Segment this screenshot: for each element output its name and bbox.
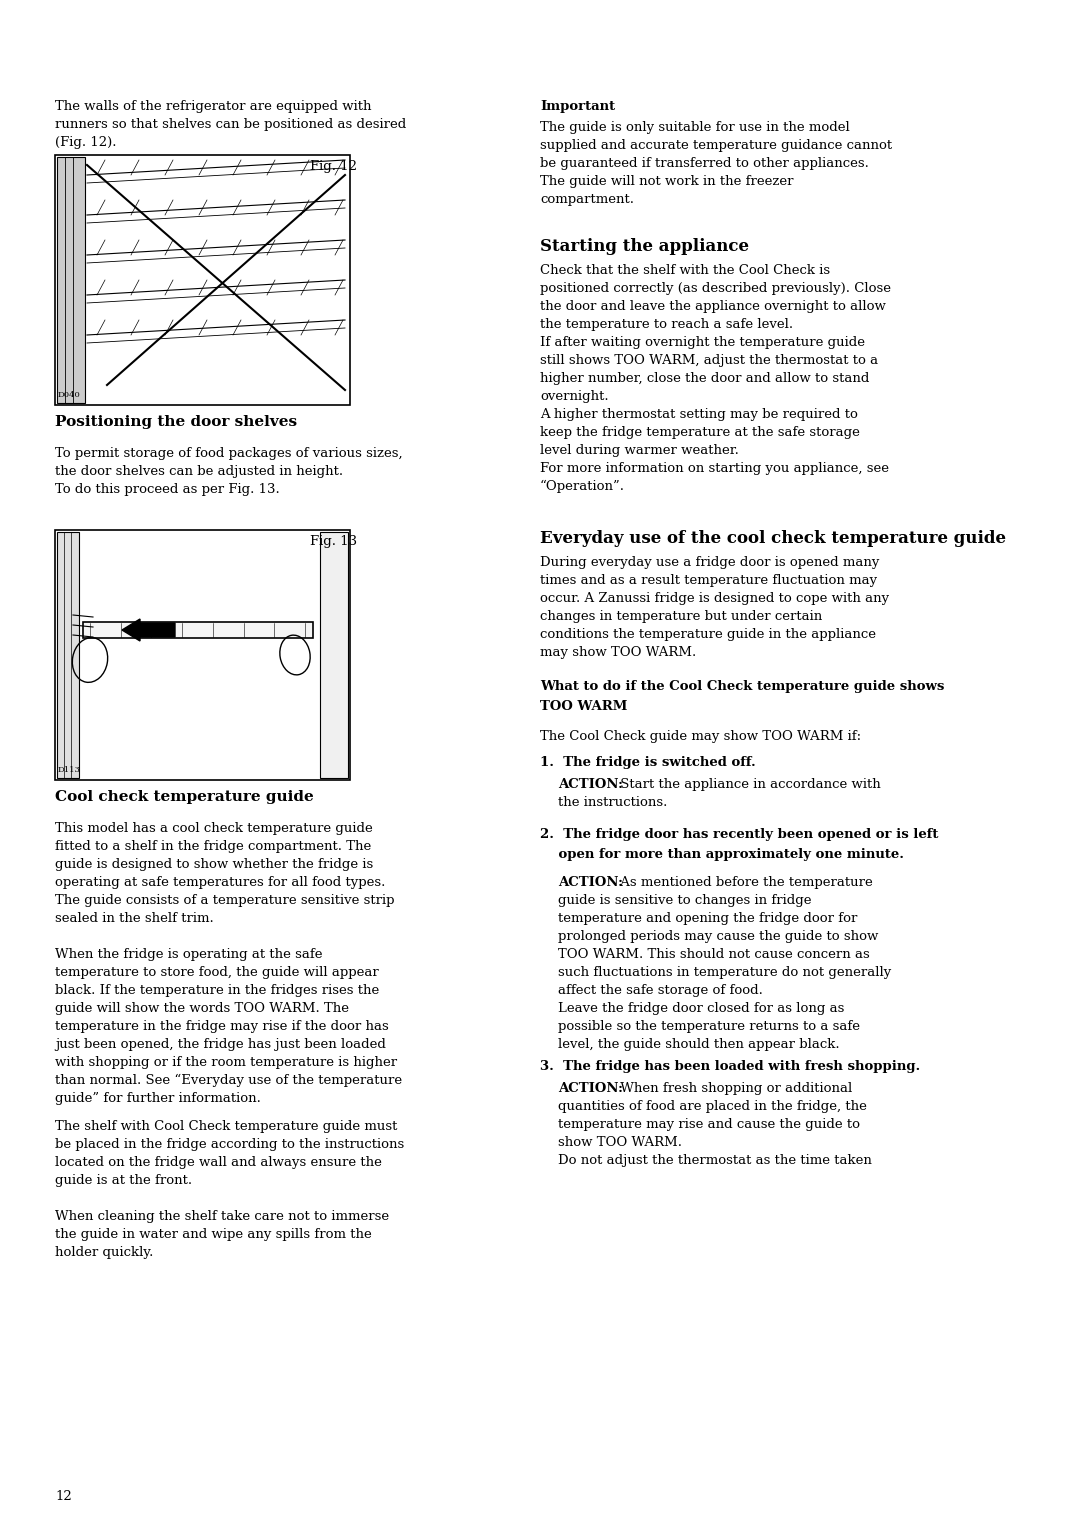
Text: the door shelves can be adjusted in height.: the door shelves can be adjusted in heig…: [55, 465, 343, 478]
Text: the instructions.: the instructions.: [558, 796, 667, 808]
Text: ACTION:: ACTION:: [558, 1082, 623, 1096]
Text: may show TOO WARM.: may show TOO WARM.: [540, 646, 697, 659]
Text: such fluctuations in temperature do not generally: such fluctuations in temperature do not …: [558, 966, 891, 979]
Bar: [55, 530, 350, 779]
Text: show TOO WARM.: show TOO WARM.: [558, 1135, 681, 1149]
Text: be guaranteed if transferred to other appliances.: be guaranteed if transferred to other ap…: [540, 157, 869, 170]
Text: Starting the appliance: Starting the appliance: [540, 238, 750, 255]
Text: For more information on starting you appliance, see: For more information on starting you app…: [540, 461, 889, 475]
Text: The guide is only suitable for use in the model: The guide is only suitable for use in th…: [540, 121, 850, 134]
Text: When cleaning the shelf take care not to immerse: When cleaning the shelf take care not to…: [55, 1210, 389, 1222]
Text: possible so the temperature returns to a safe: possible so the temperature returns to a…: [558, 1021, 860, 1033]
Text: guide is sensitive to changes in fridge: guide is sensitive to changes in fridge: [558, 894, 811, 908]
Bar: [57, 157, 85, 403]
Text: guide” for further information.: guide” for further information.: [55, 1093, 261, 1105]
Text: guide is designed to show whether the fridge is: guide is designed to show whether the fr…: [55, 859, 374, 871]
Text: be placed in the fridge according to the instructions: be placed in the fridge according to the…: [55, 1138, 404, 1151]
Text: positioned correctly (as described previously). Close: positioned correctly (as described previ…: [540, 283, 891, 295]
Text: temperature may rise and cause the guide to: temperature may rise and cause the guide…: [558, 1118, 860, 1131]
Text: Leave the fridge door closed for as long as: Leave the fridge door closed for as long…: [558, 1002, 845, 1015]
Text: black. If the temperature in the fridges rises the: black. If the temperature in the fridges…: [55, 984, 379, 996]
Text: operating at safe temperatures for all food types.: operating at safe temperatures for all f…: [55, 876, 386, 889]
Text: overnight.: overnight.: [540, 390, 609, 403]
Text: occur. A Zanussi fridge is designed to cope with any: occur. A Zanussi fridge is designed to c…: [540, 591, 889, 605]
Text: the temperature to reach a safe level.: the temperature to reach a safe level.: [540, 318, 793, 332]
Bar: [83, 622, 313, 639]
Text: prolonged periods may cause the guide to show: prolonged periods may cause the guide to…: [558, 931, 878, 943]
Text: When the fridge is operating at the safe: When the fridge is operating at the safe: [55, 947, 323, 961]
Text: The shelf with Cool Check temperature guide must: The shelf with Cool Check temperature gu…: [55, 1120, 397, 1132]
Text: temperature and opening the fridge door for: temperature and opening the fridge door …: [558, 912, 858, 924]
Text: Check that the shelf with the Cool Check is: Check that the shelf with the Cool Check…: [540, 264, 831, 277]
Text: affect the safe storage of food.: affect the safe storage of food.: [558, 984, 762, 996]
Text: To do this proceed as per Fig. 13.: To do this proceed as per Fig. 13.: [55, 483, 280, 497]
Text: changes in temperature but under certain: changes in temperature but under certain: [540, 610, 822, 623]
Bar: [320, 532, 348, 778]
Text: open for more than approximately one minute.: open for more than approximately one min…: [540, 848, 904, 860]
Text: located on the fridge wall and always ensure the: located on the fridge wall and always en…: [55, 1157, 382, 1169]
Text: higher number, close the door and allow to stand: higher number, close the door and allow …: [540, 371, 869, 385]
Text: Fig. 13: Fig. 13: [310, 535, 357, 549]
Text: fitted to a shelf in the fridge compartment. The: fitted to a shelf in the fridge compartm…: [55, 840, 372, 853]
Text: The guide consists of a temperature sensitive strip: The guide consists of a temperature sens…: [55, 894, 394, 908]
Text: level, the guide should then appear black.: level, the guide should then appear blac…: [558, 1038, 839, 1051]
Text: than normal. See “Everyday use of the temperature: than normal. See “Everyday use of the te…: [55, 1074, 402, 1088]
Text: keep the fridge temperature at the safe storage: keep the fridge temperature at the safe …: [540, 426, 860, 439]
Text: The Cool Check guide may show TOO WARM if:: The Cool Check guide may show TOO WARM i…: [540, 730, 861, 743]
Text: During everyday use a fridge door is opened many: During everyday use a fridge door is ope…: [540, 556, 879, 568]
Text: sealed in the shelf trim.: sealed in the shelf trim.: [55, 912, 214, 924]
Text: Do not adjust the thermostat as the time taken: Do not adjust the thermostat as the time…: [558, 1154, 872, 1167]
Text: times and as a result temperature fluctuation may: times and as a result temperature fluctu…: [540, 575, 877, 587]
Text: TOO WARM. This should not cause concern as: TOO WARM. This should not cause concern …: [558, 947, 869, 961]
Text: guide is at the front.: guide is at the front.: [55, 1174, 192, 1187]
Text: What to do if the Cool Check temperature guide shows: What to do if the Cool Check temperature…: [540, 680, 944, 694]
Text: A higher thermostat setting may be required to: A higher thermostat setting may be requi…: [540, 408, 858, 422]
Text: Important: Important: [540, 99, 616, 113]
Text: temperature to store food, the guide will appear: temperature to store food, the guide wil…: [55, 966, 379, 979]
Text: D040: D040: [58, 391, 81, 399]
Text: with shopping or if the room temperature is higher: with shopping or if the room temperature…: [55, 1056, 397, 1070]
Text: As mentioned before the temperature: As mentioned before the temperature: [616, 876, 873, 889]
Text: still shows TOO WARM, adjust the thermostat to a: still shows TOO WARM, adjust the thermos…: [540, 354, 878, 367]
Text: To permit storage of food packages of various sizes,: To permit storage of food packages of va…: [55, 448, 403, 460]
Text: When fresh shopping or additional: When fresh shopping or additional: [616, 1082, 852, 1096]
Text: supplied and accurate temperature guidance cannot: supplied and accurate temperature guidan…: [540, 139, 892, 151]
Text: compartment.: compartment.: [540, 193, 634, 206]
Text: conditions the temperature guide in the appliance: conditions the temperature guide in the …: [540, 628, 876, 642]
Text: Cool check temperature guide: Cool check temperature guide: [55, 790, 314, 804]
Text: level during warmer weather.: level during warmer weather.: [540, 445, 739, 457]
Text: just been opened, the fridge has just been loaded: just been opened, the fridge has just be…: [55, 1038, 386, 1051]
Text: 1.  The fridge is switched off.: 1. The fridge is switched off.: [540, 756, 756, 769]
Text: 12: 12: [55, 1490, 71, 1504]
Bar: [57, 532, 79, 778]
Text: Fig. 12: Fig. 12: [310, 160, 357, 173]
Text: quantities of food are placed in the fridge, the: quantities of food are placed in the fri…: [558, 1100, 867, 1112]
Text: The guide will not work in the freezer: The guide will not work in the freezer: [540, 174, 794, 188]
Bar: [55, 154, 350, 405]
Text: D113: D113: [58, 766, 81, 775]
Text: TOO WARM: TOO WARM: [540, 700, 627, 712]
Text: the door and leave the appliance overnight to allow: the door and leave the appliance overnig…: [540, 299, 886, 313]
Text: ACTION:: ACTION:: [558, 876, 623, 889]
Text: The walls of the refrigerator are equipped with: The walls of the refrigerator are equipp…: [55, 99, 372, 113]
Text: the guide in water and wipe any spills from the: the guide in water and wipe any spills f…: [55, 1229, 372, 1241]
Text: 3.  The fridge has been loaded with fresh shopping.: 3. The fridge has been loaded with fresh…: [540, 1060, 920, 1073]
Text: ACTION:: ACTION:: [558, 778, 623, 792]
Text: If after waiting overnight the temperature guide: If after waiting overnight the temperatu…: [540, 336, 865, 348]
Text: Everyday use of the cool check temperature guide: Everyday use of the cool check temperatu…: [540, 530, 1005, 547]
Text: This model has a cool check temperature guide: This model has a cool check temperature …: [55, 822, 373, 834]
Text: “Operation”.: “Operation”.: [540, 480, 625, 494]
Text: holder quickly.: holder quickly.: [55, 1245, 153, 1259]
Text: Positioning the door shelves: Positioning the door shelves: [55, 416, 297, 429]
Text: guide will show the words TOO WARM. The: guide will show the words TOO WARM. The: [55, 1002, 349, 1015]
Text: temperature in the fridge may rise if the door has: temperature in the fridge may rise if th…: [55, 1021, 389, 1033]
Text: (Fig. 12).: (Fig. 12).: [55, 136, 117, 150]
Text: 2.  The fridge door has recently been opened or is left: 2. The fridge door has recently been ope…: [540, 828, 939, 840]
FancyArrow shape: [122, 619, 175, 642]
Text: runners so that shelves can be positioned as desired: runners so that shelves can be positione…: [55, 118, 406, 131]
Text: Start the appliance in accordance with: Start the appliance in accordance with: [616, 778, 881, 792]
